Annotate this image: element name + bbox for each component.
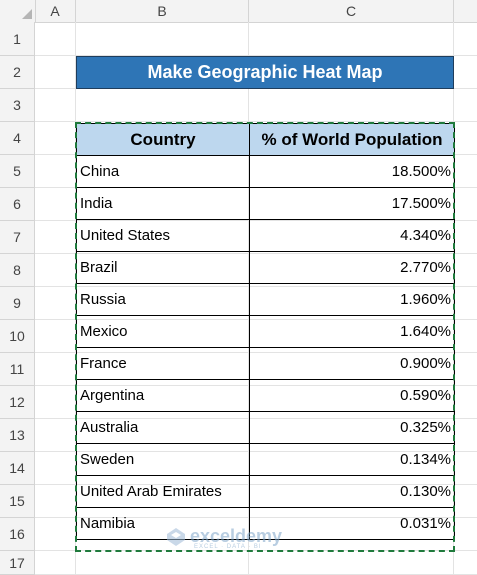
country-cell[interactable]: Russia (76, 283, 250, 316)
population-percent-cell[interactable]: 0.590% (249, 379, 455, 412)
table-header-row: Country % of World Population (76, 123, 455, 156)
watermark-tagline: EXCEL · DATA · BI (194, 544, 262, 550)
row-header-8[interactable]: 8 (0, 254, 35, 287)
country-cell[interactable]: China (76, 155, 250, 188)
country-cell[interactable]: United Arab Emirates (76, 475, 250, 508)
row-header-12[interactable]: 12 (0, 386, 35, 419)
country-cell[interactable]: Sweden (76, 443, 250, 476)
row-header-5[interactable]: 5 (0, 155, 35, 188)
header-country[interactable]: Country (76, 123, 250, 156)
row-header-16[interactable]: 16 (0, 518, 35, 551)
row-header-11[interactable]: 11 (0, 353, 35, 386)
country-cell[interactable]: Australia (76, 411, 250, 444)
table-row: Sweden 0.134% (76, 443, 455, 476)
row-gridline (35, 550, 477, 551)
row-header-10[interactable]: 10 (0, 320, 35, 353)
table-row: Namibia 0.031% (76, 507, 455, 540)
exceldemy-logo-icon (167, 527, 185, 546)
row-gridline (35, 55, 477, 56)
table-row: Mexico 1.640% (76, 315, 455, 348)
header-percent[interactable]: % of World Population (249, 123, 455, 156)
population-percent-cell[interactable]: 2.770% (249, 251, 455, 284)
column-header-c[interactable]: C (249, 0, 454, 22)
table-row: United Arab Emirates 0.130% (76, 475, 455, 508)
population-percent-cell[interactable]: 0.031% (249, 507, 455, 540)
row-header-7[interactable]: 7 (0, 221, 35, 254)
row-header-3[interactable]: 3 (0, 89, 35, 122)
row-header-4[interactable]: 4 (0, 122, 35, 155)
population-percent-cell[interactable]: 0.134% (249, 443, 455, 476)
row-header-14[interactable]: 14 (0, 452, 35, 485)
column-header-bar (0, 0, 477, 23)
country-cell[interactable]: Argentina (76, 379, 250, 412)
table-row: Brazil 2.770% (76, 251, 455, 284)
country-cell[interactable]: Namibia (76, 507, 250, 540)
country-cell[interactable]: France (76, 347, 250, 380)
table-row: Argentina 0.590% (76, 379, 455, 412)
table-row: Russia 1.960% (76, 283, 455, 316)
population-percent-cell[interactable]: 0.325% (249, 411, 455, 444)
row-header-9[interactable]: 9 (0, 287, 35, 320)
table-row: France 0.900% (76, 347, 455, 380)
row-gridline (35, 121, 477, 122)
country-cell[interactable]: Mexico (76, 315, 250, 348)
population-percent-cell[interactable]: 0.130% (249, 475, 455, 508)
row-header-1[interactable]: 1 (0, 22, 35, 56)
table-row: United States 4.340% (76, 219, 455, 252)
row-header-6[interactable]: 6 (0, 188, 35, 221)
column-header-a[interactable]: A (35, 0, 76, 22)
country-cell[interactable]: Brazil (76, 251, 250, 284)
population-percent-cell[interactable]: 18.500% (249, 155, 455, 188)
population-percent-cell[interactable]: 4.340% (249, 219, 455, 252)
population-percent-cell[interactable]: 0.900% (249, 347, 455, 380)
row-header-2[interactable]: 2 (0, 56, 35, 89)
column-header-b[interactable]: B (76, 0, 249, 22)
row-header-15[interactable]: 15 (0, 485, 35, 518)
population-table: Country % of World Population China 18.50… (76, 123, 455, 540)
population-percent-cell[interactable]: 17.500% (249, 187, 455, 220)
row-header-17[interactable]: 17 (0, 551, 35, 575)
watermark-brand: exceldemy (190, 526, 283, 546)
select-all-corner[interactable] (0, 0, 36, 22)
sheet-title-cell[interactable]: Make Geographic Heat Map (76, 56, 454, 89)
population-percent-cell[interactable]: 1.640% (249, 315, 455, 348)
country-cell[interactable]: India (76, 187, 250, 220)
country-cell[interactable]: United States (76, 219, 250, 252)
table-row: Australia 0.325% (76, 411, 455, 444)
population-percent-cell[interactable]: 1.960% (249, 283, 455, 316)
exceldemy-watermark: exceldemy EXCEL · DATA · BI (166, 526, 283, 550)
table-row: China 18.500% (76, 155, 455, 188)
row-header-13[interactable]: 13 (0, 419, 35, 452)
table-row: India 17.500% (76, 187, 455, 220)
